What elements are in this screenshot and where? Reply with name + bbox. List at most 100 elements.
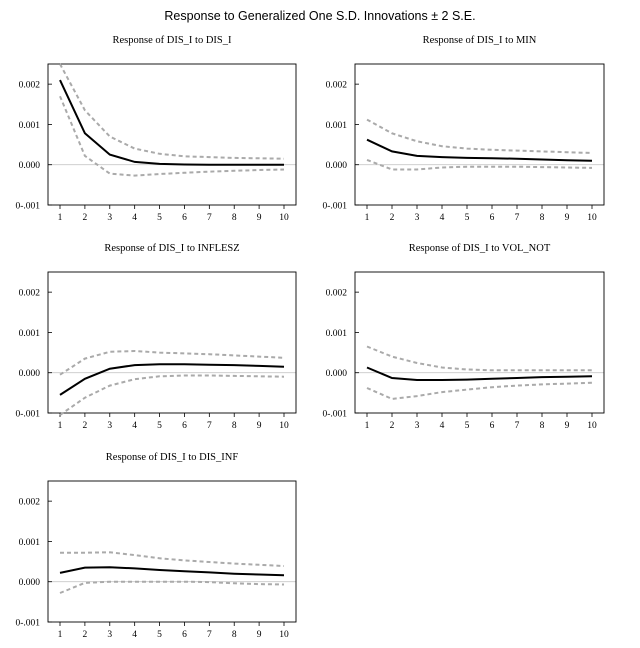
x-tick-label: 2 <box>83 421 88 431</box>
upper-band-line <box>59 63 285 160</box>
x-tick-label: 5 <box>157 421 162 431</box>
x-tick-label: 1 <box>365 213 370 223</box>
y-tick-label: 0.000 <box>19 161 41 171</box>
x-tick-label: 2 <box>83 213 88 223</box>
lower-band-line <box>59 580 285 594</box>
y-tick-label: 0.000 <box>19 369 41 379</box>
x-tick-label: 9 <box>565 421 570 431</box>
x-tick-label: 7 <box>515 213 520 223</box>
x-tick-label: 9 <box>257 421 262 431</box>
x-tick-label: 6 <box>490 213 495 223</box>
x-tick-label: 3 <box>107 213 112 223</box>
plot-frame <box>47 63 297 206</box>
y-tick-label: 0.001 <box>19 329 41 339</box>
y-tick-label: 0.001 <box>326 329 348 339</box>
x-tick-label: 3 <box>107 630 112 640</box>
y-tick-label: 0.002 <box>19 498 41 508</box>
x-tick-label: 4 <box>132 213 137 223</box>
x-tick-label: 3 <box>107 421 112 431</box>
x-tick-label: 10 <box>587 421 597 431</box>
y-tick-label: 0.002 <box>19 289 41 299</box>
y-tick-label: 0.000 <box>326 161 348 171</box>
x-tick-label: 1 <box>58 630 63 640</box>
response-line <box>59 566 285 577</box>
y-tick-label: 0-.001 <box>322 410 347 420</box>
y-tick-label: 0.002 <box>19 81 41 91</box>
x-tick-label: 6 <box>182 213 187 223</box>
x-tick-label: 10 <box>279 421 289 431</box>
response-line <box>59 79 284 166</box>
figure-title: Response to Generalized One S.D. Innovat… <box>164 9 476 23</box>
x-tick-label: 4 <box>440 421 445 431</box>
x-tick-label: 7 <box>207 630 212 640</box>
response-line <box>366 366 593 381</box>
plot-frame <box>354 271 605 414</box>
y-tick-label: 0.002 <box>326 289 348 299</box>
x-tick-label: 6 <box>182 421 187 431</box>
x-tick-label: 3 <box>415 213 420 223</box>
x-tick-label: 9 <box>565 213 570 223</box>
x-tick-label: 2 <box>390 213 395 223</box>
x-tick-label: 7 <box>207 421 212 431</box>
response-line <box>59 363 285 396</box>
panel-title: Response of DIS_I to DIS_I <box>113 35 232 46</box>
lower-band-line <box>366 381 593 400</box>
x-tick-label: 8 <box>540 213 545 223</box>
lower-band-line <box>59 374 285 416</box>
panel-2: Response of DIS_I to MIN 0-.001 0.000 0.001… <box>322 35 605 223</box>
x-tick-label: 5 <box>465 421 470 431</box>
y-tick-label: 0.000 <box>19 578 41 588</box>
y-tick-label: 0.000 <box>326 369 348 379</box>
y-tick-label: 0.001 <box>19 538 41 548</box>
panel-5: Response of DIS_I to DIS_INF 0-.001 0.000 0… <box>15 452 297 640</box>
x-tick-label: 6 <box>490 421 495 431</box>
plot-frame <box>47 480 297 623</box>
plot-frame <box>47 271 297 414</box>
panel-3: Response of DIS_I to INFLESZ 0-.001 0.000 0… <box>15 243 297 431</box>
x-tick-label: 3 <box>415 421 420 431</box>
x-tick-label: 10 <box>587 213 597 223</box>
x-tick-label: 5 <box>157 213 162 223</box>
x-tick-label: 7 <box>515 421 520 431</box>
lower-band-line <box>59 95 285 177</box>
x-tick-label: 1 <box>58 213 63 223</box>
upper-band-line <box>366 345 592 372</box>
y-tick-label: 0-.001 <box>15 202 40 212</box>
y-tick-label: 0-.001 <box>15 619 40 629</box>
response-line <box>366 138 593 162</box>
panel-title: Response of DIS_I to MIN <box>423 35 537 46</box>
panel-1: Response of DIS_I to DIS_I 0-.001 0.000 0.0… <box>15 35 297 223</box>
x-tick-label: 9 <box>257 630 262 640</box>
y-tick-label: 0.001 <box>326 121 348 131</box>
panel-4: Response of DIS_I to VOL_NOT 0-.001 0.000 0… <box>322 243 605 431</box>
panel-title: Response of DIS_I to INFLESZ <box>104 243 239 254</box>
x-tick-label: 10 <box>279 630 289 640</box>
x-tick-label: 4 <box>440 213 445 223</box>
panel-title: Response of DIS_I to VOL_NOT <box>409 243 551 254</box>
x-tick-label: 6 <box>182 630 187 640</box>
plot-frame <box>354 63 605 206</box>
x-tick-label: 1 <box>58 421 63 431</box>
x-tick-label: 8 <box>232 421 237 431</box>
x-tick-label: 8 <box>232 213 237 223</box>
x-tick-label: 10 <box>279 213 289 223</box>
y-tick-label: 0-.001 <box>15 410 40 420</box>
x-tick-label: 9 <box>257 213 262 223</box>
x-tick-label: 4 <box>132 630 137 640</box>
y-tick-label: 0.002 <box>326 81 348 91</box>
x-tick-label: 8 <box>232 630 237 640</box>
x-tick-label: 7 <box>207 213 212 223</box>
x-tick-label: 2 <box>390 421 395 431</box>
y-tick-label: 0-.001 <box>322 202 347 212</box>
upper-band-line <box>60 551 285 567</box>
x-tick-label: 2 <box>83 630 88 640</box>
x-tick-label: 1 <box>365 421 370 431</box>
panel-title: Response of DIS_I to DIS_INF <box>106 452 239 463</box>
upper-band-line <box>59 349 285 376</box>
x-tick-label: 5 <box>157 630 162 640</box>
x-tick-label: 5 <box>465 213 470 223</box>
x-tick-label: 4 <box>132 421 137 431</box>
x-tick-label: 8 <box>540 421 545 431</box>
lower-band-line <box>366 158 593 171</box>
